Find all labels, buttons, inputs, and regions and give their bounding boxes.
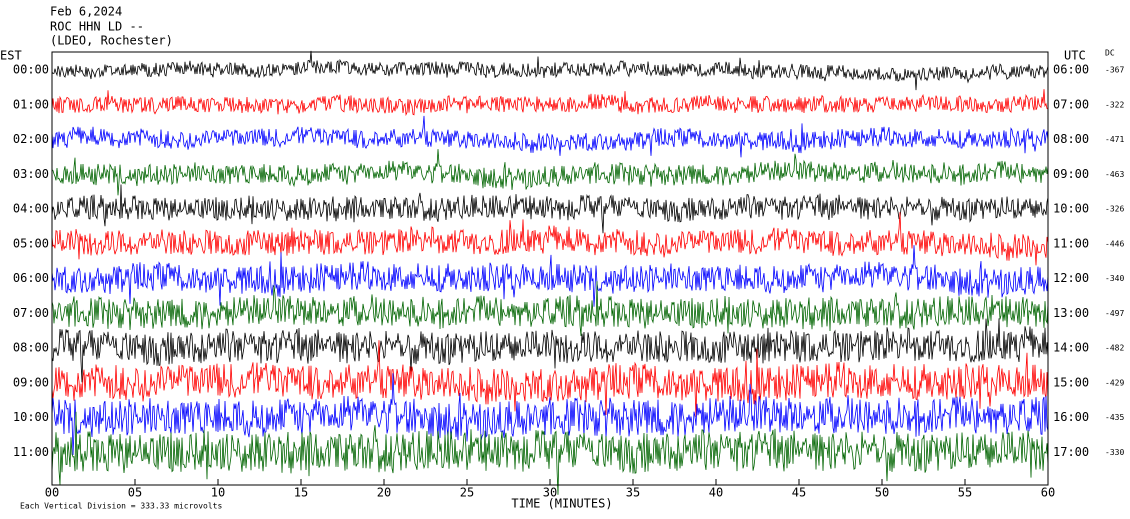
right-axis-label: UTC — [1064, 49, 1086, 63]
x-tick-label: 35 — [626, 486, 640, 500]
traces — [51, 50, 1049, 495]
utc-row-label: 08:00 — [1053, 132, 1089, 146]
trace — [51, 50, 1049, 91]
trace — [51, 281, 1049, 337]
x-tick-label: 50 — [875, 486, 889, 500]
est-row-label: 04:00 — [13, 202, 49, 216]
dc-value: -326 — [1105, 205, 1124, 214]
trace — [51, 411, 1049, 495]
utc-row-label: 06:00 — [1053, 63, 1089, 77]
utc-row-label: 10:00 — [1053, 202, 1089, 216]
trace — [51, 89, 1049, 117]
trace — [51, 245, 1049, 307]
title-line: Feb 6,2024 — [50, 5, 122, 19]
dc-value: -340 — [1105, 274, 1124, 283]
title-line: ROC HHN LD -- — [50, 20, 144, 34]
est-row-label: 11:00 — [13, 445, 49, 459]
x-tick-label: 40 — [709, 486, 723, 500]
left-axis-label: EST — [0, 49, 22, 63]
dc-value: -497 — [1105, 309, 1124, 318]
x-tick-label: 60 — [1041, 486, 1055, 500]
trace — [51, 373, 1049, 456]
dc-value: -482 — [1105, 344, 1124, 353]
dc-value: -446 — [1105, 239, 1124, 248]
x-tick-label: 45 — [792, 486, 806, 500]
trace — [51, 184, 1049, 234]
est-row-label: 01:00 — [13, 97, 49, 111]
x-axis-label: TIME (MINUTES) — [511, 497, 612, 511]
dc-value: -322 — [1105, 100, 1124, 109]
dc-value: -463 — [1105, 170, 1124, 179]
est-row-label: 05:00 — [13, 236, 49, 250]
est-row-label: 08:00 — [13, 341, 49, 355]
dc-value: -429 — [1105, 378, 1124, 387]
est-row-label: 07:00 — [13, 306, 49, 320]
est-row-label: 00:00 — [13, 63, 49, 77]
dc-label: DC — [1105, 49, 1115, 58]
utc-row-label: 12:00 — [1053, 271, 1089, 285]
trace — [51, 340, 1049, 417]
utc-row-label: 15:00 — [1053, 375, 1089, 389]
x-tick-label: 10 — [211, 486, 225, 500]
trace — [51, 212, 1049, 266]
title-line: (LDEO, Rochester) — [50, 34, 173, 48]
est-row-label: 10:00 — [13, 410, 49, 424]
est-row-label: 06:00 — [13, 271, 49, 285]
scale-note: Each Vertical Division = 333.33 microvol… — [20, 502, 222, 511]
x-tick-label: 15 — [294, 486, 308, 500]
utc-row-label: 16:00 — [1053, 410, 1089, 424]
est-row-label: 02:00 — [13, 132, 49, 146]
x-tick-label: 55 — [958, 486, 972, 500]
dc-value: -471 — [1105, 135, 1124, 144]
x-tick-label: 00 — [45, 486, 59, 500]
trace — [51, 318, 1049, 383]
x-tick-label: 05 — [128, 486, 142, 500]
utc-row-label: 13:00 — [1053, 306, 1089, 320]
est-row-label: 09:00 — [13, 375, 49, 389]
utc-row-label: 17:00 — [1053, 445, 1089, 459]
utc-row-label: 11:00 — [1053, 236, 1089, 250]
x-tick-label: 20 — [377, 486, 391, 500]
x-tick-label: 25 — [460, 486, 474, 500]
dc-value: -330 — [1105, 448, 1124, 457]
dc-value: -435 — [1105, 413, 1124, 422]
utc-row-label: 09:00 — [1053, 167, 1089, 181]
x-tick-label: 30 — [543, 486, 557, 500]
dc-value: -367 — [1105, 66, 1124, 75]
est-row-label: 03:00 — [13, 167, 49, 181]
trace — [51, 115, 1049, 158]
trace — [51, 149, 1049, 196]
utc-row-label: 07:00 — [1053, 97, 1089, 111]
utc-row-label: 14:00 — [1053, 341, 1089, 355]
